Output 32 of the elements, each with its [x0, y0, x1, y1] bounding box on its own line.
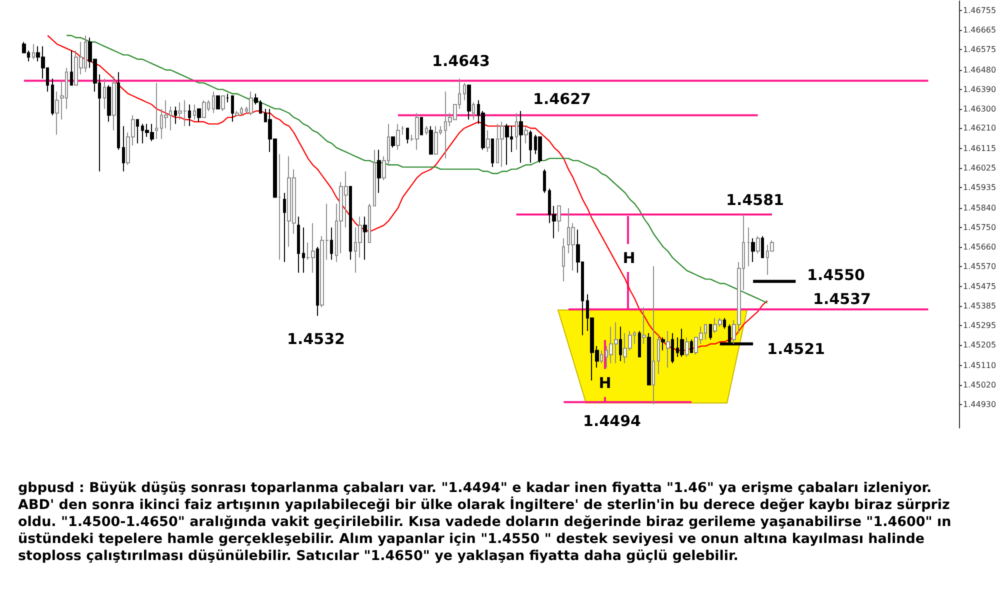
y-tick-label: 1.45660 [963, 242, 996, 252]
annotation: 1.4581 [726, 191, 784, 209]
y-tick-label: 1.45840 [963, 204, 996, 213]
y-tick-label: 1.45750 [963, 222, 996, 232]
annotation: 1.4537 [813, 290, 871, 308]
y-tick-label: 1.46755 [963, 6, 996, 16]
annotation: 1.4643 [432, 52, 490, 70]
annotation: H [598, 374, 612, 392]
y-tick-label: 1.45295 [963, 321, 996, 330]
y-tick-label: 1.46390 [963, 84, 996, 94]
y-tick-label: 1.46115 [963, 144, 996, 154]
y-tick-label: 1.45935 [963, 183, 996, 192]
annotation: 1.4494 [583, 412, 641, 430]
annotation: 1.4627 [533, 90, 591, 108]
y-tick-label: 1.46300 [963, 104, 996, 114]
y-tick-label: 1.46025 [963, 164, 996, 173]
y-tick-label: 1.45020 [963, 380, 996, 390]
y-tick-label: 1.45110 [963, 360, 996, 370]
annotation: 1.4550 [807, 266, 865, 284]
y-tick-label: 1.46575 [963, 45, 996, 54]
annotation: 1.4532 [287, 330, 345, 348]
text: gbpusd : Büyük düşüş sonrası toparlanma çabaları var. "1.4494" e kadar inen fiyatta "1.46" ya erişme çabaları izleniyor. ABD' den sonra ikinci faiz artışının yapılabileceği bir ülke olarak İngiltere' de sterlin'in bu derece değer kaybı biraz sürpriz oldu. "1.4500-1.4650" aralığında vakit geçirilebilir. Kısa vadede doların değerinde biraz gerileme yaşanabilirse "1.4600" ın üstündeki tepelere hamle gerçekleşebilir. Alım yapanlar için "1.4550 " destek seviyesi ve onun altına kayılması halinde stoploss çalıştırılması düşünülebilir. Satıcılar "1.4650" ye yaklaşan fiyatta daha güçlü gelebilir. [18, 480, 952, 565]
y-tick-label: 1.45475 [963, 282, 996, 292]
y-tick-label: 1.46480 [963, 66, 996, 75]
y-tick-label: 1.46665 [963, 26, 996, 35]
y-tick-label: 1.45385 [963, 302, 996, 311]
annotation: 1.4521 [767, 340, 825, 358]
y-tick-label: 1.45205 [963, 340, 996, 350]
y-tick-label: 1.44930 [963, 400, 996, 409]
y-tick-label: 1.45570 [963, 262, 996, 271]
annotation: H [622, 249, 636, 267]
y-tick-label: 1.46210 [963, 124, 996, 133]
